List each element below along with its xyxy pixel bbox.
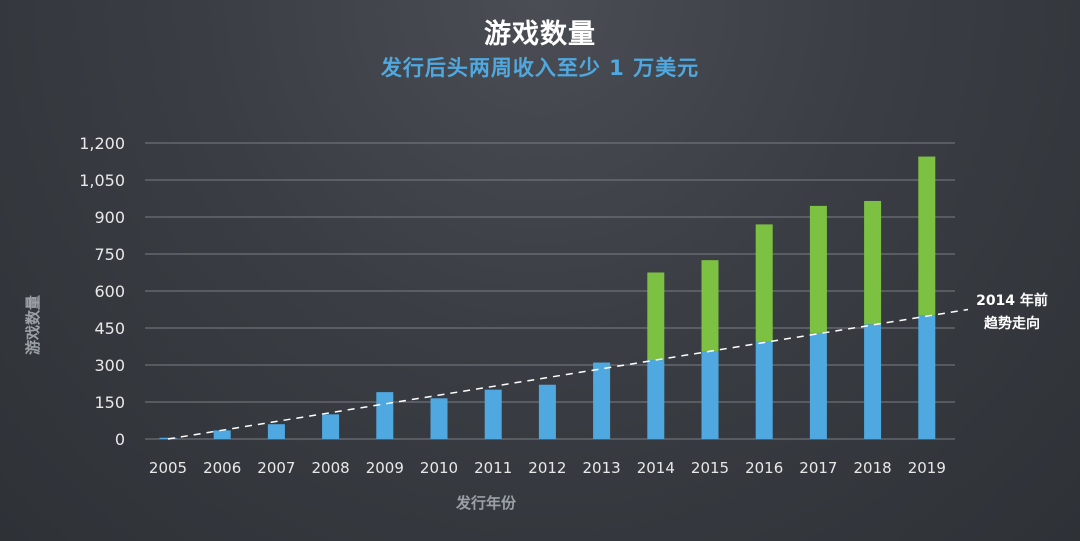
x-tick-label: 2011: [474, 459, 512, 477]
bar-blue: [484, 389, 502, 439]
bar-green: [755, 224, 773, 342]
x-tick-label: 2009: [366, 459, 404, 477]
x-axis-label: 发行年份: [455, 494, 517, 512]
x-tick-label: 2007: [257, 459, 295, 477]
bar-blue: [322, 414, 340, 439]
bar-green: [918, 156, 936, 316]
y-tick-label: 150: [94, 393, 125, 412]
y-tick-label: 300: [94, 356, 125, 375]
x-tick-label: 2017: [799, 459, 837, 477]
x-tick-labels: 2005 2006 2007 2008 2009 2010 2011 2012 2013 2014…: [149, 459, 946, 477]
x-tick-label: 2014: [637, 459, 675, 477]
x-tick-label: 2008: [312, 459, 350, 477]
bar-blue: [755, 341, 773, 439]
y-tick-label: 450: [94, 319, 125, 338]
y-tick-label: 900: [94, 208, 125, 227]
bar-blue: [918, 315, 936, 439]
bar-blue: [430, 398, 448, 439]
x-tick-label: 2012: [528, 459, 566, 477]
chart-title: 游戏数量: [484, 19, 596, 50]
bars: [159, 156, 936, 439]
y-axis-label: 游戏数量: [24, 295, 42, 355]
x-tick-label: 2013: [583, 459, 621, 477]
bar-blue: [809, 332, 827, 439]
trend-label-line1: 2014 年前: [976, 292, 1048, 309]
bar-blue: [864, 324, 882, 439]
x-tick-label: 2016: [745, 459, 783, 477]
y-tick-label: 1,200: [79, 134, 125, 153]
bar-blue: [267, 424, 285, 439]
x-tick-label: 2005: [149, 459, 187, 477]
bar-blue: [701, 351, 719, 439]
y-tick-label: 1,050: [79, 171, 125, 190]
y-tick-label: 0: [115, 430, 125, 449]
x-tick-label: 2010: [420, 459, 458, 477]
chart-subtitle: 发行后头两周收入至少 1 万美元: [380, 56, 700, 80]
x-tick-label: 2006: [203, 459, 241, 477]
x-tick-label: 2015: [691, 459, 729, 477]
bar-green: [864, 200, 882, 325]
x-tick-label: 2019: [908, 459, 946, 477]
bar-green: [647, 272, 665, 361]
y-tick-label: 600: [94, 282, 125, 301]
bar-green: [701, 260, 719, 352]
bar-blue: [376, 392, 394, 439]
x-tick-label: 2018: [854, 459, 892, 477]
trend-line: [167, 308, 969, 440]
y-tick-labels: 0 150 300 450 600 750 900 1,050 1,200: [79, 134, 125, 449]
trend-line-group: [167, 308, 969, 440]
bar-blue: [593, 362, 611, 439]
bar-blue: [213, 430, 231, 439]
bar-green: [809, 205, 827, 333]
trend-label-line2: 趋势走向: [984, 315, 1040, 332]
y-tick-label: 750: [94, 245, 125, 264]
bar-blue: [647, 360, 665, 439]
bar-blue: [538, 384, 556, 439]
